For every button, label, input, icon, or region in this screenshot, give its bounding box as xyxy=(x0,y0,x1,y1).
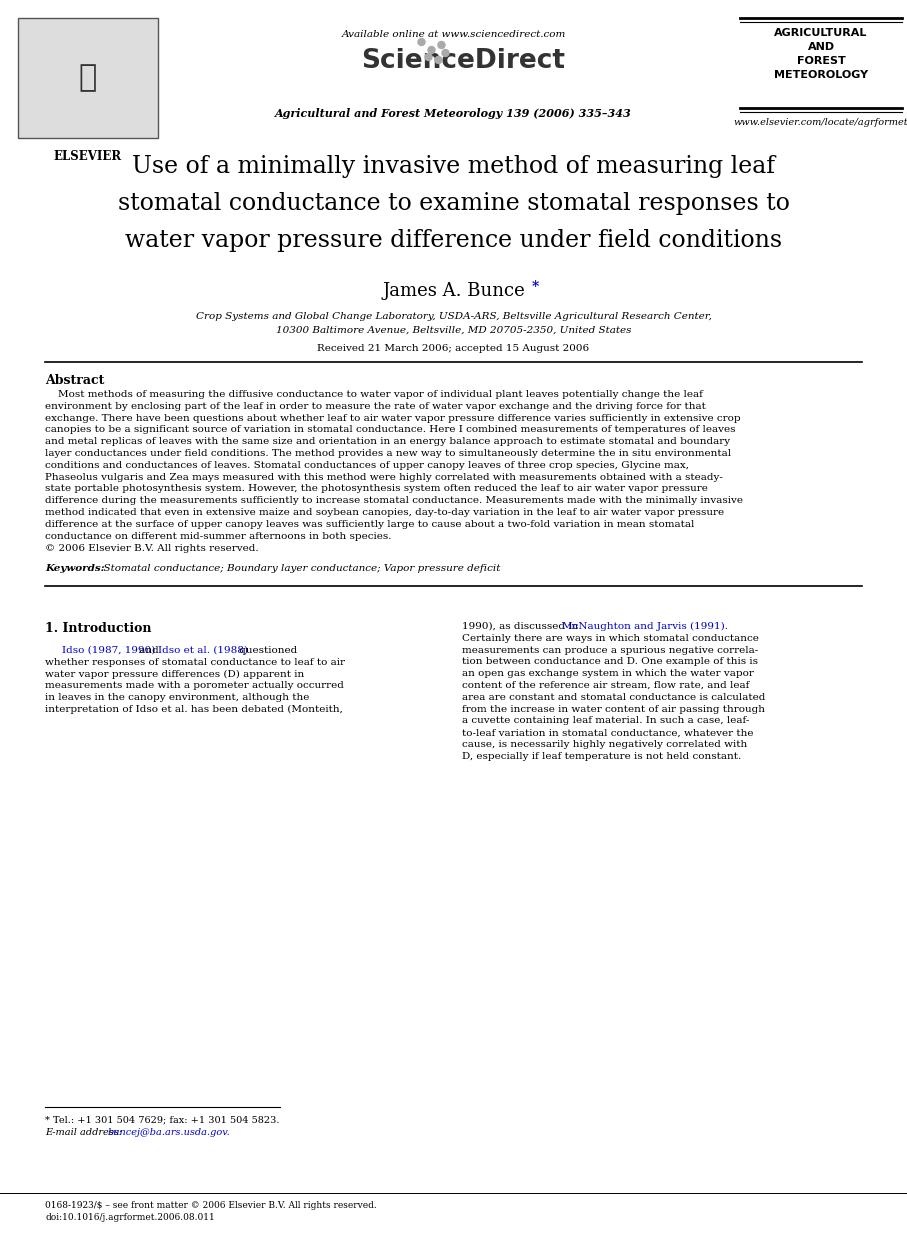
Text: ScienceDirect: ScienceDirect xyxy=(362,48,565,74)
Text: cause, is necessarily highly negatively correlated with: cause, is necessarily highly negatively … xyxy=(462,740,747,749)
Circle shape xyxy=(418,38,425,46)
Circle shape xyxy=(438,42,445,48)
Text: Idso (1987, 1990): Idso (1987, 1990) xyxy=(63,646,156,655)
Text: Certainly there are ways in which stomatal conductance: Certainly there are ways in which stomat… xyxy=(462,634,759,643)
Text: 🌲: 🌲 xyxy=(79,63,97,93)
Text: measurements made with a porometer actually occurred: measurements made with a porometer actua… xyxy=(45,681,344,691)
Text: 1. Introduction: 1. Introduction xyxy=(45,621,151,635)
Text: state portable photosynthesis system. However, the photosynthesis system often r: state portable photosynthesis system. Ho… xyxy=(45,484,707,494)
Text: from the increase in water content of air passing through: from the increase in water content of ai… xyxy=(462,704,765,713)
Circle shape xyxy=(428,47,435,53)
Text: a cuvette containing leaf material. In such a case, leaf-: a cuvette containing leaf material. In s… xyxy=(462,717,749,725)
Circle shape xyxy=(442,50,449,57)
Text: D, especially if leaf temperature is not held constant.: D, especially if leaf temperature is not… xyxy=(462,751,741,761)
Text: doi:10.1016/j.agrformet.2006.08.011: doi:10.1016/j.agrformet.2006.08.011 xyxy=(45,1213,215,1222)
Text: and: and xyxy=(136,646,162,655)
Text: 10300 Baltimore Avenue, Beltsville, MD 20705-2350, United States: 10300 Baltimore Avenue, Beltsville, MD 2… xyxy=(276,326,631,335)
Bar xyxy=(18,19,158,137)
Text: Available online at www.sciencedirect.com: Available online at www.sciencedirect.co… xyxy=(341,30,566,40)
Text: method indicated that even in extensive maize and soybean canopies, day-to-day v: method indicated that even in extensive … xyxy=(45,508,724,517)
Text: James A. Bunce: James A. Bunce xyxy=(382,282,525,300)
Text: water vapor pressure differences (D) apparent in: water vapor pressure differences (D) app… xyxy=(45,670,304,678)
Text: difference at the surface of upper canopy leaves was sufficiently large to cause: difference at the surface of upper canop… xyxy=(45,520,695,529)
Text: ELSEVIER: ELSEVIER xyxy=(54,150,122,163)
Text: Idso et al. (1988): Idso et al. (1988) xyxy=(158,646,249,655)
Text: Keywords:: Keywords: xyxy=(45,565,104,573)
Text: water vapor pressure difference under field conditions: water vapor pressure difference under fi… xyxy=(125,229,782,253)
Text: tion between conductance and D. One example of this is: tion between conductance and D. One exam… xyxy=(462,657,758,666)
Text: difference during the measurements sufficiently to increase stomatal conductance: difference during the measurements suffi… xyxy=(45,496,743,505)
Text: McNaughton and Jarvis (1991).: McNaughton and Jarvis (1991). xyxy=(562,621,728,631)
Text: Most methods of measuring the diffusive conductance to water vapor of individual: Most methods of measuring the diffusive … xyxy=(45,390,703,399)
Text: conditions and conductances of leaves. Stomatal conductances of upper canopy lea: conditions and conductances of leaves. S… xyxy=(45,461,689,469)
Text: *: * xyxy=(532,280,539,293)
Text: Agricultural and Forest Meteorology 139 (2006) 335–343: Agricultural and Forest Meteorology 139 … xyxy=(275,108,632,119)
Text: E-mail address:: E-mail address: xyxy=(45,1128,125,1136)
Text: conductance on different mid-summer afternoons in both species.: conductance on different mid-summer afte… xyxy=(45,531,392,541)
Text: buncej@ba.ars.usda.gov.: buncej@ba.ars.usda.gov. xyxy=(107,1128,230,1136)
Text: canopies to be a significant source of variation in stomatal conductance. Here I: canopies to be a significant source of v… xyxy=(45,426,736,435)
Text: 1990), as discussed in: 1990), as discussed in xyxy=(462,621,581,631)
Text: area are constant and stomatal conductance is calculated: area are constant and stomatal conductan… xyxy=(462,693,766,702)
Text: interpretation of Idso et al. has been debated (Monteith,: interpretation of Idso et al. has been d… xyxy=(45,704,343,714)
Text: Crop Systems and Global Change Laboratory, USDA-ARS, Beltsville Agricultural Res: Crop Systems and Global Change Laborator… xyxy=(196,312,711,321)
Text: exchange. There have been questions about whether leaf to air water vapor pressu: exchange. There have been questions abou… xyxy=(45,413,741,422)
Text: whether responses of stomatal conductance to leaf to air: whether responses of stomatal conductanc… xyxy=(45,657,345,667)
Text: to-leaf variation in stomatal conductance, whatever the: to-leaf variation in stomatal conductanc… xyxy=(462,728,754,737)
Text: Abstract: Abstract xyxy=(45,374,104,387)
Text: content of the reference air stream, flow rate, and leaf: content of the reference air stream, flo… xyxy=(462,681,749,690)
Text: Received 21 March 2006; accepted 15 August 2006: Received 21 March 2006; accepted 15 Augu… xyxy=(317,344,590,353)
Text: © 2006 Elsevier B.V. All rights reserved.: © 2006 Elsevier B.V. All rights reserved… xyxy=(45,545,258,553)
Text: and metal replicas of leaves with the same size and orientation in an energy bal: and metal replicas of leaves with the sa… xyxy=(45,437,730,446)
Circle shape xyxy=(425,53,432,61)
Text: Stomatal conductance; Boundary layer conductance; Vapor pressure deficit: Stomatal conductance; Boundary layer con… xyxy=(97,565,501,573)
Text: * Tel.: +1 301 504 7629; fax: +1 301 504 5823.: * Tel.: +1 301 504 7629; fax: +1 301 504… xyxy=(45,1115,279,1124)
Text: environment by enclosing part of the leaf in order to measure the rate of water : environment by enclosing part of the lea… xyxy=(45,402,706,411)
Text: 0168-1923/$ – see front matter © 2006 Elsevier B.V. All rights reserved.: 0168-1923/$ – see front matter © 2006 El… xyxy=(45,1201,376,1210)
Text: stomatal conductance to examine stomatal responses to: stomatal conductance to examine stomatal… xyxy=(118,192,789,215)
Text: an open gas exchange system in which the water vapor: an open gas exchange system in which the… xyxy=(462,670,754,678)
Text: AGRICULTURAL
AND
FOREST
METEOROLOGY: AGRICULTURAL AND FOREST METEOROLOGY xyxy=(774,28,868,80)
Text: questioned: questioned xyxy=(237,646,297,655)
Text: layer conductances under field conditions. The method provides a new way to simu: layer conductances under field condition… xyxy=(45,449,731,458)
Text: Use of a minimally invasive method of measuring leaf: Use of a minimally invasive method of me… xyxy=(132,155,775,178)
Text: measurements can produce a spurious negative correla-: measurements can produce a spurious nega… xyxy=(462,645,758,655)
Text: in leaves in the canopy environment, although the: in leaves in the canopy environment, alt… xyxy=(45,693,309,702)
Text: Phaseolus vulgaris and Zea mays measured with this method were highly correlated: Phaseolus vulgaris and Zea mays measured… xyxy=(45,473,723,482)
Circle shape xyxy=(435,57,442,63)
Text: www.elsevier.com/locate/agrformet: www.elsevier.com/locate/agrformet xyxy=(734,118,907,128)
